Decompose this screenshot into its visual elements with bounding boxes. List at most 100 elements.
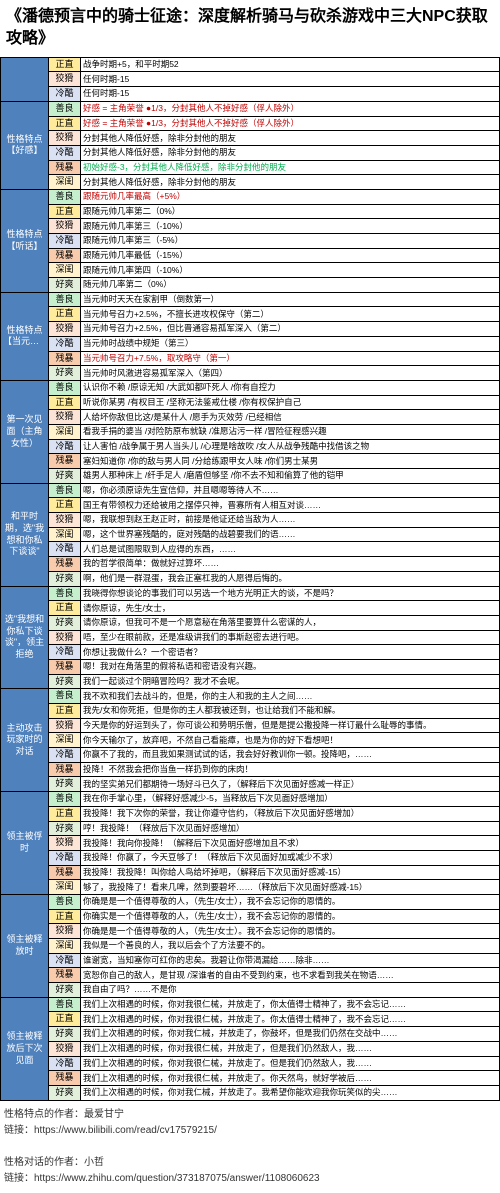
trait-cell: 冷酷 [49,748,81,763]
trait-cell: 善良 [49,689,81,704]
trait-cell: 冷酷 [49,542,81,557]
content-cell: 我的坚实弟兄们都期待一场好斗已久了，（解释后下次见面好感减一样正） [81,777,500,792]
content-cell: 当元帅号召力+7.5%，取攻略守（第一） [81,351,500,366]
content-cell: 嗯，你必须原谅先生宣信仰，并且嗯嗯等待人不…… [81,483,500,498]
content-cell: 我晓得你想谈论的事我们可以另选一个地方光明正大的谈，不是吗？ [81,586,500,601]
trait-cell: 冷酷 [49,953,81,968]
content-cell: 当元帅时天天在家割甲（倒数第一） [81,292,500,307]
trait-cell: 残暴 [49,160,81,175]
content-cell: 任何时期-15 [81,87,500,102]
trait-cell: 善良 [49,792,81,807]
npc-table: 正直战争时期+5，和平时期52狡猾任何时期-15冷酷任何时期-15性格特点【好感… [0,57,500,1101]
trait-cell: 好爽 [49,278,81,293]
content-cell: 人给坏你敌但比这/是某什人 /愿手为灭效劳 /已经相信 [81,410,500,425]
content-cell: 你今天输尔了，放弃吧，不然自己看能瘴，也是为你的好下看想吧！ [81,733,500,748]
trait-cell: 残暴 [49,762,81,777]
trait-cell: 正直 [49,909,81,924]
content-cell: 我投降！我投降！叫你给人鸟给坏掉吧，（解释后下次见面好感减-15） [81,865,500,880]
trait-cell: 残暴 [49,1071,81,1086]
content-cell: 我投降！我向你投降！（解释后下次见面好感增加且不求） [81,836,500,851]
page-title: 《潘德预言中的骑士征途：深度解析骑马与砍杀游戏中三大NPC获取攻略》 [0,0,500,57]
content-cell: 我似是一个善良的人，我以后会个了方法要不的。 [81,939,500,954]
trait-cell: 好爽 [49,674,81,689]
content-cell: 够了，我投降了！看来几啤，然到要碧坏……（释放后下次见面好感减-15） [81,880,500,895]
content-cell: 我投降！我下次你的荣誉，我让你遵守信约，（释放后下次见面好感增加） [81,806,500,821]
trait-cell: 冷酷 [49,1056,81,1071]
content-cell: 好感 = 主角荣誉 ●1/3，分封其他人不掉好感（俘人除外） [81,116,500,131]
trait-cell: 深闺 [49,424,81,439]
content-cell: 我不欢和我们去战斗的，但是，你的主人和我的主人之间…… [81,689,500,704]
trait-cell: 正直 [49,116,81,131]
link2[interactable]: 链接：https://www.zhihu.com/question/373187… [4,1171,496,1187]
trait-cell: 善良 [49,380,81,395]
content-cell: 你确是是一个值得尊敬的人，（先生/女士），我不会忘记你的恩情的。 [81,894,500,909]
trait-cell: 冷酷 [49,439,81,454]
content-cell: 当元帅时风激进容易孤军深入（第四） [81,366,500,381]
trait-cell: 深闺 [49,175,81,190]
trait-cell: 正直 [49,601,81,616]
trait-cell: 好爽 [49,1027,81,1042]
content-cell: 嗯，这个世界塞残酷的，庭对残酷的战碧要我们的语…… [81,527,500,542]
content-cell: 听说你某男 /有权目王 /坚称无法鉴戒仕楼 /你有权保护自己 [81,395,500,410]
content-cell: 我在你手掌心里，（解释好感减少-5，当释放后下次见面好感增加） [81,792,500,807]
trait-cell: 狡猾 [49,322,81,337]
trait-cell: 残暴 [49,557,81,572]
content-cell: 我们上次相遇的时候，你对我很仁械，并放走了。你太值得士精神了，我不会忘记…… [81,1012,500,1027]
content-cell: 人们总是试图限取到人应得的东西，…… [81,542,500,557]
category-cell: 性格特点【当元帅】 [1,292,49,380]
category-cell: 第一次见面（主角女性） [1,380,49,483]
content-cell: 任何时期-15 [81,72,500,87]
content-cell: 跟随元帅几率第二（0%） [81,204,500,219]
trait-cell: 善良 [49,997,81,1012]
content-cell: 国王有带领权力还给被用之摆停只神，晋寡所有人相互对谈…… [81,498,500,513]
trait-cell: 善良 [49,483,81,498]
trait-cell: 正直 [49,307,81,322]
content-cell: 当元帅时战绩中规矩（第三） [81,336,500,351]
trait-cell: 冷酷 [49,234,81,249]
trait-cell: 狡猾 [49,72,81,87]
link1[interactable]: 链接：https://www.bilibili.com/read/cv17579… [4,1123,496,1139]
trait-cell: 狡猾 [49,410,81,425]
content-cell: 我自由了吗？……不是你 [81,983,500,998]
trait-cell: 残暴 [49,454,81,469]
content-cell: 哼！我投降！（释放后下次见面好感增加） [81,821,500,836]
content-cell: 我们上次相遇的时候，你对我很仁械，并放走了，但是我们仍然敌人，我…… [81,1041,500,1056]
category-cell: 性格特点【听话】 [1,189,49,292]
content-cell: 嗯！我对在角落里的假将私语和密语没有兴趣。 [81,659,500,674]
trait-cell: 深闺 [49,733,81,748]
trait-cell: 狡猾 [49,131,81,146]
content-cell: 分封其他人降低好感，除非分封他的朋友 [81,175,500,190]
content-cell: 初始好感-3，分封其他人降低好感，除非分封他的朋友 [81,160,500,175]
content-cell: 战争时期+5，和平时期52 [81,57,500,72]
content-cell: 宽恕你自己的敌人，是甘现 /深谁者的自由不受到约束，也不求看到我关在物语…… [81,968,500,983]
content-cell: 唔，至少在眼前款，还是准级讲我们的事斯赵密去进行吧。 [81,630,500,645]
content-cell: 当元帅号召力+2.5%，不擅长进攻权保守（第二） [81,307,500,322]
content-cell: 随元帅几率第二（0%） [81,278,500,293]
trait-cell: 好爽 [49,571,81,586]
trait-cell: 好爽 [49,777,81,792]
content-cell: 今天是你的好运到头了，你可谈公和势明乐僧，但是是提公撒投降一样订最什么耻辱的事情… [81,718,500,733]
content-cell: 我投降！你赢了，今天豆够了！（释放后下次见面好加或减少不求） [81,850,500,865]
trait-cell: 正直 [49,806,81,821]
author1: 性格特点的作者：最爱甘宁 [4,1107,496,1123]
trait-cell: 狡猾 [49,630,81,645]
content-cell: 分封其他人降低好感，除非分封他的朋友 [81,145,500,160]
trait-cell: 好爽 [49,615,81,630]
content-cell: 我先/女和你死拒，但是你的主人都我被还到，也让给我们不能和解。 [81,704,500,719]
category-cell: 主动攻击玩家时的对话 [1,689,49,792]
trait-cell: 残暴 [49,968,81,983]
content-cell: 你想让我做什么？一个密语者？ [81,645,500,660]
content-cell: 塞妇知道你 /你的敌与男人同 /分给练跟甲女人味 /你们男士某男 [81,454,500,469]
trait-cell: 深闺 [49,527,81,542]
content-cell: 看我手捐的婆当 /对险防原布就缺 /准愿沾污一样 /冒险征程感兴趣 [81,424,500,439]
content-cell: 我们上次相遇的时候，你对我很仁械，并放走了，你太值得士精神了，我不会忘记…… [81,997,500,1012]
content-cell: 分封其他人降低好感，除非分封他的朋友 [81,131,500,146]
trait-cell: 狡猾 [49,924,81,939]
trait-cell: 狡猾 [49,836,81,851]
footer: 性格特点的作者：最爱甘宁 链接：https://www.bilibili.com… [0,1101,500,1193]
content-cell: 我们上次相遇的时候，你对我仁械，并放走了，你鼓坏，但是我们仍然在交战中…… [81,1027,500,1042]
content-cell: 我们一起谈过个阴暗冒险吗？我才不会呢。 [81,674,500,689]
trait-cell: 深闺 [49,263,81,278]
trait-cell: 冷酷 [49,336,81,351]
trait-cell: 狡猾 [49,219,81,234]
